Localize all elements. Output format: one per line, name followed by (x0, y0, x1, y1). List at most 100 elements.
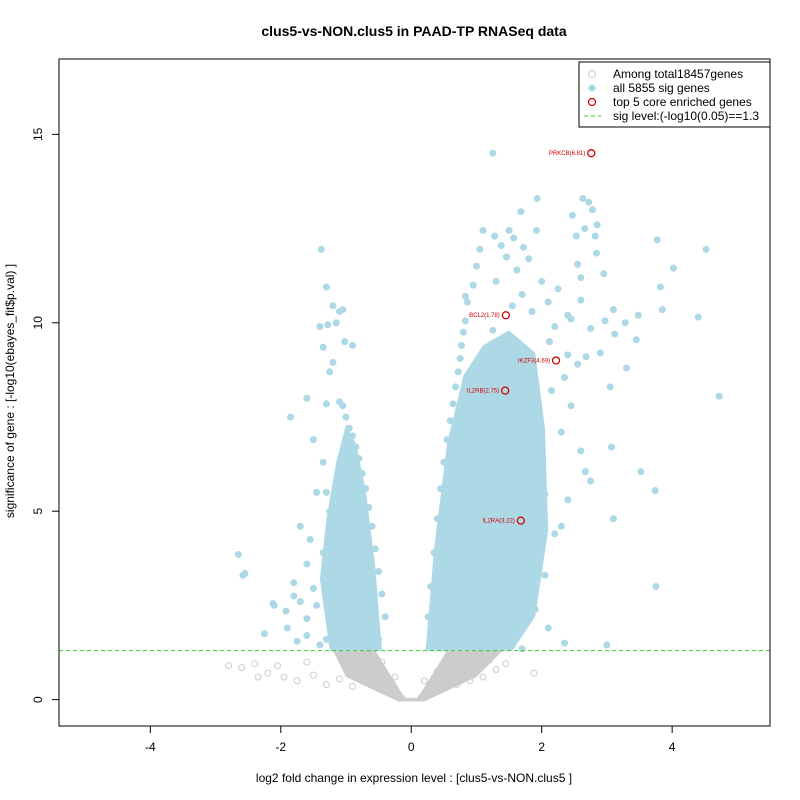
sig-point (234, 551, 242, 559)
sig-point (634, 311, 642, 319)
sig-point (303, 560, 311, 568)
y-tick-label: 15 (31, 127, 45, 141)
legend-marker-sig (588, 84, 596, 92)
nonsig-point (303, 658, 311, 666)
sig-point (715, 392, 723, 400)
sig-point (371, 545, 379, 553)
sig-point (568, 211, 576, 219)
sig-point (532, 226, 540, 234)
sig-point (329, 583, 337, 591)
nonsig-point (440, 684, 448, 692)
sig-point (528, 307, 536, 315)
sig-point (352, 511, 360, 519)
sig-point (495, 347, 503, 355)
nonsig-point (368, 665, 376, 673)
sig-point (454, 368, 462, 376)
sig-point (551, 530, 559, 538)
x-axis-label: log2 fold change in expression level : [… (256, 771, 572, 785)
nonsig-point (502, 660, 510, 668)
sig-point (653, 236, 661, 244)
nonsig-point (225, 662, 233, 670)
sig-point (603, 641, 611, 649)
sig-point (600, 270, 608, 278)
sig-point (479, 226, 487, 234)
sig-point (424, 613, 432, 621)
nonsig-point (274, 662, 282, 670)
y-axis-label: significance of gene : [-log10(ebayes_fi… (3, 264, 17, 518)
sig-point (512, 628, 520, 636)
sig-point (349, 616, 357, 624)
top-gene-label: IL2RB(2.75) (467, 389, 499, 395)
sig-point (519, 243, 527, 251)
sig-point (702, 245, 710, 253)
sig-point (260, 630, 268, 638)
sig-point (456, 355, 464, 363)
sig-point (342, 413, 350, 421)
sig-point (533, 194, 541, 202)
sig-point (658, 306, 666, 314)
x-tick-label: 0 (408, 740, 415, 754)
sig-point (591, 232, 599, 240)
sig-point (355, 628, 363, 636)
sig-point (241, 569, 249, 577)
nonsig-point (397, 694, 405, 702)
sig-point (324, 321, 332, 329)
sig-point (303, 632, 311, 640)
sig-point (512, 338, 520, 346)
sig-point (531, 375, 539, 383)
sig-point (449, 400, 457, 408)
sig-point (541, 571, 549, 579)
legend-label-sig-level: sig level:(-log10(0.05)==1.3 (613, 109, 759, 123)
sig-point (335, 645, 343, 653)
sig-point (577, 274, 585, 282)
axes-layer: -4 -2 0 2 4 0 5 10 15 (31, 58, 771, 754)
sig-point (317, 245, 325, 253)
sig-point (582, 353, 590, 361)
sig-point (352, 443, 360, 451)
sig-point (339, 402, 347, 410)
sig-point (322, 400, 330, 408)
sig-point (651, 486, 659, 494)
sig-point (345, 560, 353, 568)
sig-point (596, 349, 604, 357)
top-gene-label: IL2RA(3.22) (482, 519, 514, 525)
sig-point (585, 198, 593, 206)
sig-point (541, 490, 549, 498)
legend-label-sig: all 5855 sig genes (613, 81, 710, 95)
sig-point (313, 601, 321, 609)
nonsig-point (378, 658, 386, 666)
top-gene-point (551, 356, 561, 365)
sig-point (306, 535, 314, 543)
legend-label-total: Among total18457genes (613, 67, 743, 81)
sig-point (443, 436, 451, 444)
sig-point (489, 326, 497, 334)
sig-point (497, 242, 505, 250)
sig-point (319, 343, 327, 351)
sig-point (326, 507, 334, 515)
sig-point (589, 206, 597, 214)
sig-point (293, 637, 301, 645)
legend: Among total18457genes all 5855 sig genes… (578, 61, 771, 128)
nonsig-point (463, 654, 471, 662)
legend-label-top: top 5 core enriched genes (613, 95, 752, 109)
sig-point (557, 522, 565, 530)
top-gene-label: PRKCB(6.81) (549, 151, 585, 157)
sig-point (309, 436, 317, 444)
sig-point (316, 323, 324, 331)
sig-point (430, 549, 438, 557)
sig-point (322, 488, 330, 496)
sig-point (283, 624, 291, 632)
sig-point (544, 298, 552, 306)
sig-point (577, 447, 585, 455)
sig-point (452, 383, 460, 391)
sig-point (577, 296, 585, 304)
sig-point (282, 607, 290, 615)
sig-point (479, 368, 487, 376)
sig-point (329, 302, 337, 310)
sig-point (358, 470, 366, 478)
nonsig-point (280, 673, 288, 681)
sig-point (547, 387, 555, 395)
y-tick-label: 5 (31, 508, 45, 515)
sig-point (502, 588, 510, 596)
sig-point (355, 454, 363, 462)
